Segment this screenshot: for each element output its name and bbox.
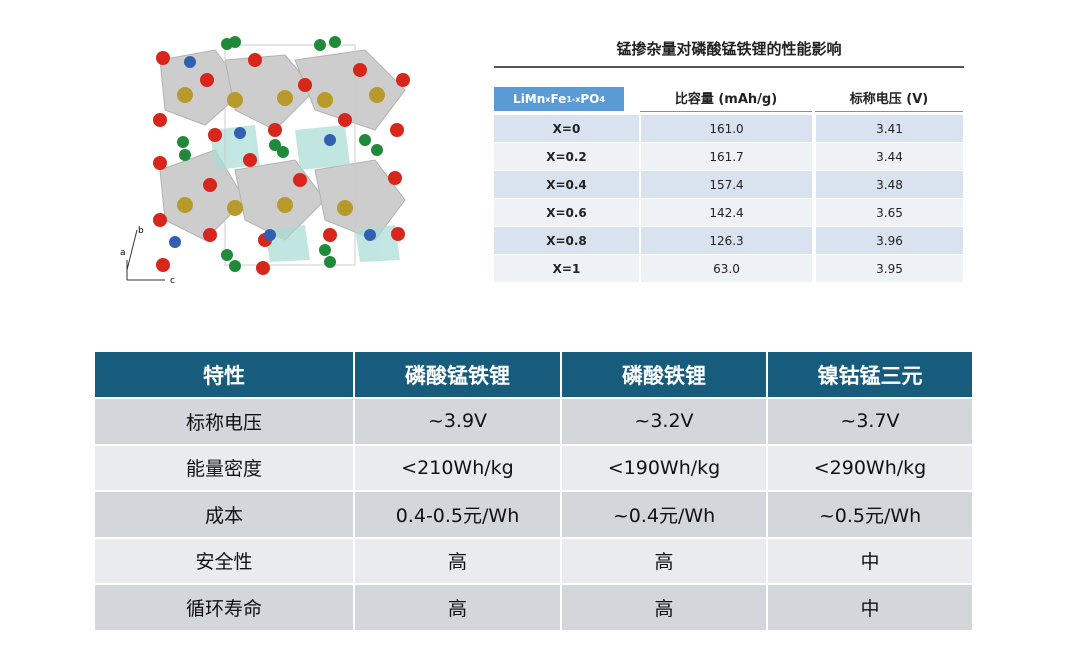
table-cell: ~0.5元/Wh (768, 492, 972, 537)
data-cell: 161.0 (641, 115, 812, 142)
table-cell: 能量密度 (95, 445, 353, 490)
column-header: 镍钴锰三元 (768, 352, 972, 397)
table-cell: 0.4-0.5元/Wh (355, 492, 560, 537)
column-header: 标称电压 (V) (815, 84, 963, 112)
formula-part: PO (580, 92, 600, 106)
axis-label: c (170, 276, 175, 286)
data-cell: 161.7 (641, 143, 812, 170)
row-label: X=0.2 (494, 143, 639, 170)
column-header: 比容量 (mAh/g) (640, 84, 812, 112)
table-cell: <210Wh/kg (355, 445, 560, 490)
table-cell: 中 (768, 585, 972, 630)
crystal-structure: b a c (120, 36, 410, 286)
data-cell: 3.65 (816, 199, 963, 226)
row-label: X=0.6 (494, 199, 639, 226)
data-cell: 63.0 (641, 255, 812, 282)
formula-part: 1-x (566, 94, 581, 104)
table-cell: 高 (355, 585, 560, 630)
table-cell: 循环寿命 (95, 585, 353, 630)
axis-label: b (138, 226, 144, 236)
table-cell: ~0.4元/Wh (562, 492, 766, 537)
data-cell: 142.4 (641, 199, 812, 226)
table-title: 锰掺杂量对磷酸锰铁锂的性能影响 (616, 39, 842, 58)
data-cell: 157.4 (641, 171, 812, 198)
data-cell: 3.48 (816, 171, 963, 198)
title-rule (494, 66, 964, 68)
row-label: X=0.4 (494, 171, 639, 198)
table-cell: 中 (768, 538, 972, 583)
row-label: X=1 (494, 255, 639, 282)
formula-part: LiMn (513, 92, 546, 106)
column-header: 磷酸锰铁锂 (355, 352, 560, 397)
table-cell: <290Wh/kg (768, 445, 972, 490)
formula-header: LiMn x Fe 1-x PO 4 (494, 87, 624, 111)
data-cell: 3.44 (816, 143, 963, 170)
table-cell: 高 (562, 538, 766, 583)
table-cell: 标称电压 (95, 399, 353, 444)
axis-label: a (120, 248, 126, 258)
table-cell: 安全性 (95, 538, 353, 583)
formula-part: x (545, 94, 551, 104)
column-header: 磷酸铁锂 (562, 352, 766, 397)
data-cell: 126.3 (641, 227, 812, 254)
data-cell: 3.95 (816, 255, 963, 282)
table-cell: ~3.2V (562, 399, 766, 444)
row-label: X=0.8 (494, 227, 639, 254)
table-cell: 高 (562, 585, 766, 630)
data-cell: 3.96 (816, 227, 963, 254)
formula-part: Fe (550, 92, 567, 106)
table-cell: ~3.7V (768, 399, 972, 444)
table-cell: <190Wh/kg (562, 445, 766, 490)
formula-part: 4 (599, 94, 605, 104)
row-label: X=0 (494, 115, 639, 142)
table-cell: ~3.9V (355, 399, 560, 444)
column-header: 特性 (95, 352, 353, 397)
data-cell: 3.41 (816, 115, 963, 142)
table-cell: 高 (355, 538, 560, 583)
table-cell: 成本 (95, 492, 353, 537)
